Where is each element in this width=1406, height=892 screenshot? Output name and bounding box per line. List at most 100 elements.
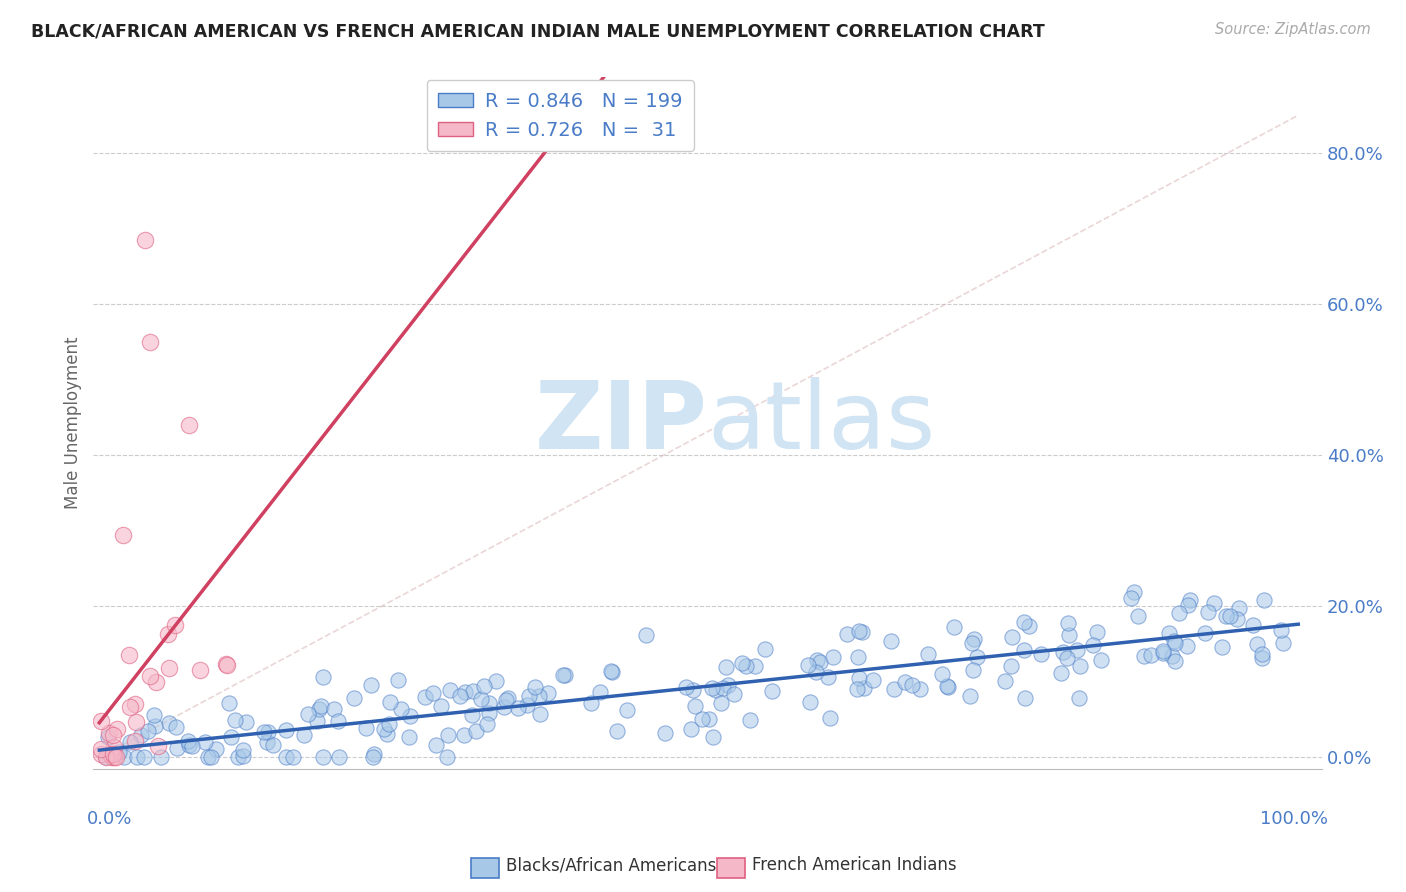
Point xyxy=(1123,585,1146,599)
Point xyxy=(1056,650,1078,665)
Point xyxy=(308,702,330,716)
Point xyxy=(120,700,142,714)
Point xyxy=(738,713,761,727)
Point xyxy=(1164,636,1187,650)
Point xyxy=(453,728,475,742)
Point xyxy=(1227,600,1250,615)
Point xyxy=(101,728,124,742)
Point xyxy=(852,681,875,696)
Point xyxy=(848,624,870,639)
Point xyxy=(1177,639,1199,653)
Point xyxy=(799,695,821,709)
Point xyxy=(257,725,280,739)
Point xyxy=(917,647,939,661)
Point xyxy=(1197,605,1219,619)
Point xyxy=(1069,658,1091,673)
Point xyxy=(1121,591,1143,606)
Point xyxy=(323,702,346,716)
Point xyxy=(943,620,966,634)
Point xyxy=(328,750,350,764)
Point xyxy=(702,730,724,744)
Point xyxy=(177,734,200,748)
Point xyxy=(616,703,638,717)
Point xyxy=(821,650,844,665)
Point xyxy=(194,735,217,749)
Point xyxy=(112,527,135,541)
Point xyxy=(931,667,953,681)
Point xyxy=(1177,598,1199,612)
Point xyxy=(461,707,484,722)
Point xyxy=(797,657,820,672)
Point xyxy=(215,658,238,673)
Point xyxy=(848,671,870,685)
Point xyxy=(1090,652,1112,666)
Point xyxy=(389,702,412,716)
Point xyxy=(453,685,475,699)
Point xyxy=(354,722,377,736)
Point xyxy=(851,625,873,640)
Point xyxy=(132,750,155,764)
Point xyxy=(226,750,249,764)
Point xyxy=(1250,648,1272,662)
Point xyxy=(143,719,166,733)
Point xyxy=(1018,618,1040,632)
Point xyxy=(146,739,169,753)
Point xyxy=(129,728,152,742)
Text: atlas: atlas xyxy=(707,377,936,469)
Point xyxy=(312,750,335,764)
Point xyxy=(312,670,335,684)
Point xyxy=(600,665,623,679)
Point xyxy=(437,728,460,742)
Point xyxy=(465,724,488,739)
Point xyxy=(478,696,501,710)
Point xyxy=(808,655,831,669)
Point xyxy=(118,735,141,749)
Point xyxy=(846,681,869,696)
Point xyxy=(731,656,754,670)
Point xyxy=(636,628,658,642)
Point xyxy=(478,706,501,720)
Point xyxy=(744,658,766,673)
Point xyxy=(165,720,187,734)
Point xyxy=(224,713,246,727)
Point xyxy=(1226,611,1249,625)
Point xyxy=(894,674,917,689)
Point xyxy=(717,678,740,692)
Point xyxy=(145,674,167,689)
Point xyxy=(1152,644,1174,658)
Point xyxy=(1152,646,1174,660)
Point xyxy=(994,673,1017,688)
Point xyxy=(883,682,905,697)
Point xyxy=(125,715,148,730)
Point xyxy=(253,724,276,739)
Point xyxy=(150,750,173,764)
Point xyxy=(936,680,959,694)
Point xyxy=(606,723,628,738)
Point xyxy=(125,750,148,764)
Point xyxy=(1178,593,1201,607)
Point xyxy=(817,670,839,684)
Point xyxy=(97,726,120,740)
Point xyxy=(682,682,704,697)
Point xyxy=(205,742,228,756)
Point xyxy=(711,681,734,695)
Point xyxy=(1194,625,1216,640)
Point xyxy=(1001,630,1024,644)
Point xyxy=(361,750,384,764)
Point xyxy=(1029,647,1052,661)
Point xyxy=(425,738,447,752)
Point xyxy=(103,747,125,761)
Point xyxy=(166,741,188,756)
Point xyxy=(398,730,420,744)
Text: French American Indians: French American Indians xyxy=(752,856,957,874)
Point xyxy=(90,742,112,756)
Point xyxy=(1253,592,1275,607)
Point xyxy=(1270,624,1292,638)
Point xyxy=(94,750,117,764)
Point xyxy=(1159,626,1181,640)
Point xyxy=(219,730,242,744)
Point xyxy=(309,699,332,714)
Point xyxy=(494,699,516,714)
Point xyxy=(197,750,219,764)
Point xyxy=(1085,625,1108,640)
